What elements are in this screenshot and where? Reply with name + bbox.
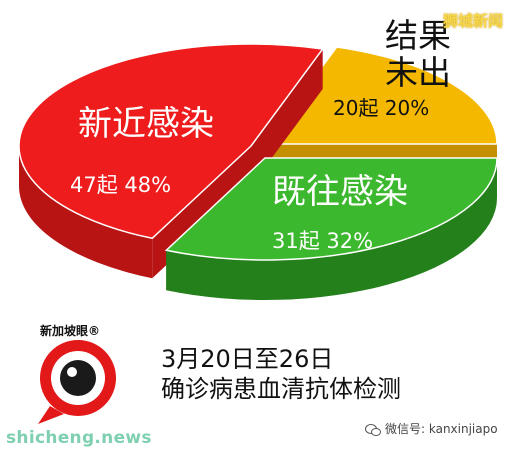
slice-name-pending: 结果未出 bbox=[385, 16, 451, 92]
pie-slice-top-0 bbox=[18, 43, 325, 240]
slice-value-past-infection: 31起 32% bbox=[272, 229, 374, 253]
pie-slice-top-1 bbox=[164, 157, 498, 261]
pie-slice-edge-0-1 bbox=[251, 48, 323, 187]
watermark-top: 狮城新闻 bbox=[443, 12, 504, 30]
pie-slice-top-2 bbox=[263, 46, 498, 145]
caption-line-1: 3月20日至26日 bbox=[161, 345, 334, 373]
caption: 3月20日至26日 确诊病患血清抗体检测 bbox=[161, 344, 401, 404]
wechat-watermark: 微信号: kanxinjiapo bbox=[365, 420, 498, 437]
slice-name-past-infection: 既往感染 bbox=[272, 172, 408, 212]
slice-value-pending: 20起 20% bbox=[333, 96, 430, 120]
slice-value-new-infection: 47起 48% bbox=[70, 173, 172, 197]
pie-slice-side-0 bbox=[19, 146, 153, 279]
slice-name-new-infection: 新近感染 bbox=[78, 104, 214, 144]
camera-logo-icon bbox=[38, 340, 116, 424]
pie-slice-1 bbox=[164, 157, 498, 300]
site-watermark: shicheng.news bbox=[6, 428, 152, 448]
wechat-icon bbox=[365, 423, 381, 436]
pie-slice-side-1 bbox=[166, 158, 497, 300]
wechat-id: 微信号: kanxinjiapo bbox=[385, 422, 498, 436]
logo-text: 新加坡眼® bbox=[40, 324, 101, 338]
caption-line-2: 确诊病患血清抗体检测 bbox=[161, 375, 401, 403]
